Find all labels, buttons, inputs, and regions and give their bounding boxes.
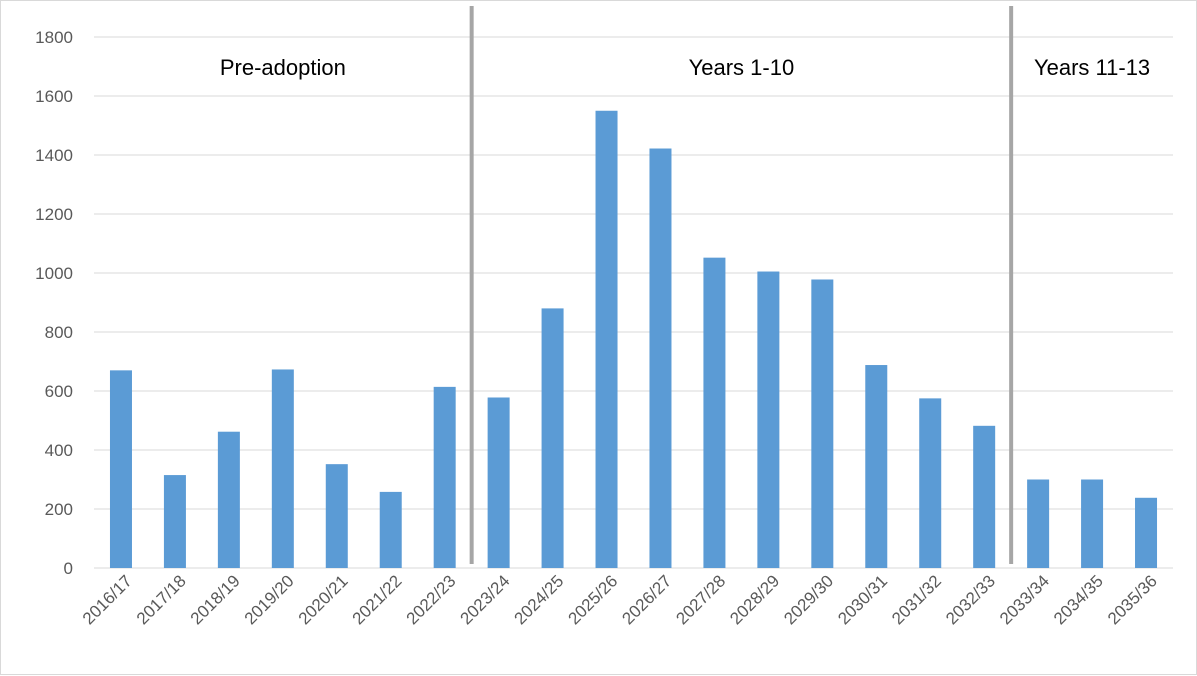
x-tick-label: 2021/22: [349, 571, 406, 628]
x-tick-label: 2029/30: [780, 571, 837, 628]
x-tick-label: 2024/25: [511, 571, 568, 628]
y-tick-label: 800: [45, 323, 73, 342]
y-tick-label: 1400: [35, 146, 73, 165]
bar-2032-33: [973, 425, 996, 568]
x-tick-label: 2023/24: [457, 571, 514, 628]
bar-2017-18: [163, 475, 186, 568]
bar-2028-29: [757, 271, 780, 568]
bar-2019-20: [271, 369, 294, 568]
x-tick-label: 2034/35: [1050, 571, 1107, 628]
y-tick-label: 1000: [35, 264, 73, 283]
period-label: Pre-adoption: [220, 55, 346, 80]
bar-2024-25: [541, 308, 564, 568]
x-tick-label: 2022/23: [403, 571, 460, 628]
y-tick-label: 1200: [35, 205, 73, 224]
y-tick-label: 1600: [35, 87, 73, 106]
x-tick-label: 2020/21: [295, 571, 352, 628]
bar-2033-34: [1027, 479, 1050, 568]
y-tick-label: 200: [45, 500, 73, 519]
period-label-backdrop: [1018, 41, 1167, 93]
x-tick-label: 2032/33: [942, 571, 999, 628]
x-tick-label: 2016/17: [79, 571, 136, 628]
y-tick-label: 0: [64, 559, 73, 578]
x-tick-label: 2028/29: [726, 571, 783, 628]
x-tick-label: 2033/34: [996, 571, 1053, 628]
period-label-backdrop: [673, 41, 810, 93]
bar-2025-26: [595, 110, 618, 568]
bar-2020-21: [325, 464, 348, 568]
bar-2018-19: [217, 431, 240, 568]
bar-2023-24: [487, 397, 510, 568]
period-label: Years 11-13: [1034, 55, 1150, 80]
bar-2034-35: [1081, 479, 1104, 568]
bar-2016-17: [109, 370, 132, 568]
bar-2021-22: [379, 491, 402, 568]
y-tick-label: 600: [45, 382, 73, 401]
bar-2027-28: [703, 257, 726, 568]
bar-2031-32: [919, 398, 942, 568]
y-tick-label: 400: [45, 441, 73, 460]
x-tick-label: 2030/31: [834, 571, 891, 628]
bar-2029-30: [811, 279, 834, 568]
x-tick-label: 2018/19: [187, 571, 244, 628]
period-label-backdrop: [202, 41, 363, 93]
bar-2026-27: [649, 148, 672, 568]
bar-2030-31: [865, 365, 888, 568]
x-tick-label: 2025/26: [564, 571, 621, 628]
bar-2022-23: [433, 386, 456, 568]
x-tick-label: 2035/36: [1104, 571, 1161, 628]
x-tick-label: 2027/28: [672, 571, 729, 628]
period-label: Years 1-10: [689, 55, 795, 80]
bar-2035-36: [1135, 497, 1158, 568]
x-tick-label: 2019/20: [241, 571, 298, 628]
y-tick-label: 1800: [35, 28, 73, 47]
x-tick-label: 2026/27: [618, 571, 675, 628]
x-tick-label: 2031/32: [888, 571, 945, 628]
x-tick-label: 2017/18: [133, 571, 190, 628]
